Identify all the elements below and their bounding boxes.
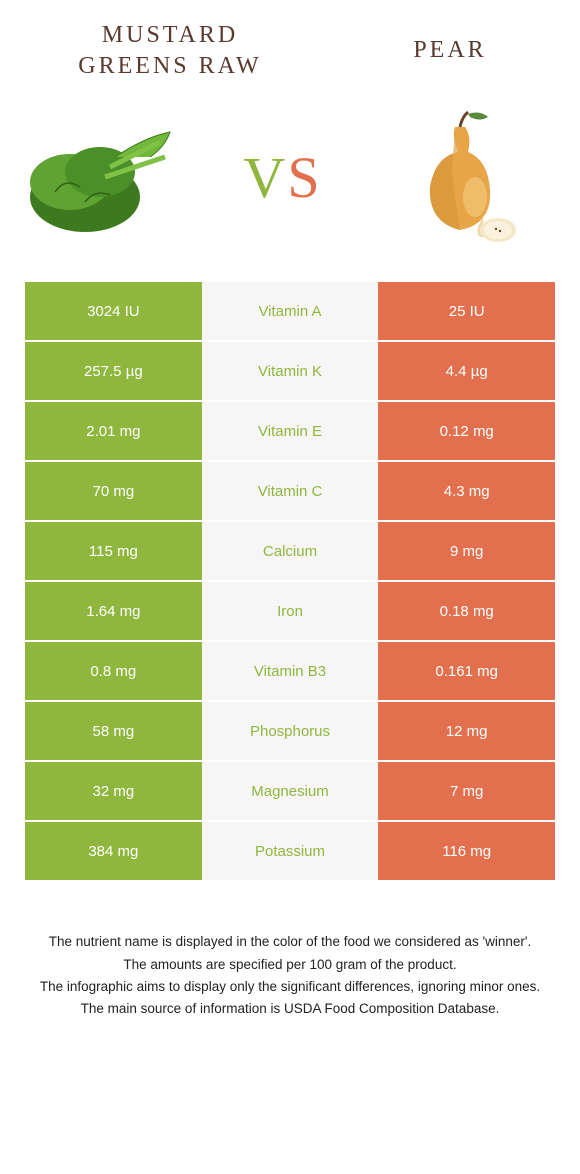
table-row: 1.64 mgIron0.18 mg — [25, 582, 555, 640]
nutrient-name: Vitamin E — [202, 402, 379, 460]
images-row: VS — [0, 92, 580, 282]
nutrient-name: Calcium — [202, 522, 379, 580]
mustard-greens-icon — [15, 102, 195, 252]
right-value: 0.12 mg — [378, 402, 555, 460]
table-row: 115 mgCalcium9 mg — [25, 522, 555, 580]
nutrient-name: Vitamin K — [202, 342, 379, 400]
table-row: 0.8 mgVitamin B30.161 mg — [25, 642, 555, 700]
nutrient-name: Magnesium — [202, 762, 379, 820]
pear-icon — [370, 102, 550, 252]
table-row: 257.5 µgVitamin K4.4 µg — [25, 342, 555, 400]
left-value: 1.64 mg — [25, 582, 202, 640]
nutrient-name: Phosphorus — [202, 702, 379, 760]
header-row: Mustard Greens Raw Pear — [0, 0, 580, 92]
right-value: 0.161 mg — [378, 642, 555, 700]
right-value: 25 IU — [378, 282, 555, 340]
table-row: 58 mgPhosphorus12 mg — [25, 702, 555, 760]
nutrient-name: Vitamin A — [202, 282, 379, 340]
vs-s: S — [287, 145, 321, 210]
footer-line: The infographic aims to display only the… — [35, 977, 545, 997]
right-value: 0.18 mg — [378, 582, 555, 640]
right-value: 4.3 mg — [378, 462, 555, 520]
vs-label: VS — [243, 144, 321, 211]
left-value: 384 mg — [25, 822, 202, 880]
vs-v: V — [243, 145, 287, 210]
left-value: 115 mg — [25, 522, 202, 580]
footer-line: The main source of information is USDA F… — [35, 999, 545, 1019]
left-value: 2.01 mg — [25, 402, 202, 460]
left-value: 0.8 mg — [25, 642, 202, 700]
table-row: 70 mgVitamin C4.3 mg — [25, 462, 555, 520]
nutrient-name: Vitamin B3 — [202, 642, 379, 700]
left-value: 257.5 µg — [25, 342, 202, 400]
left-value: 70 mg — [25, 462, 202, 520]
footer-line: The nutrient name is displayed in the co… — [35, 932, 545, 952]
right-value: 7 mg — [378, 762, 555, 820]
right-value: 4.4 µg — [378, 342, 555, 400]
food-title-right: Pear — [380, 20, 520, 82]
table-row: 32 mgMagnesium7 mg — [25, 762, 555, 820]
nutrient-name: Potassium — [202, 822, 379, 880]
table-row: 3024 IUVitamin A25 IU — [25, 282, 555, 340]
nutrient-name: Iron — [202, 582, 379, 640]
nutrient-table: 3024 IUVitamin A25 IU257.5 µgVitamin K4.… — [25, 282, 555, 880]
right-value: 9 mg — [378, 522, 555, 580]
right-value: 116 mg — [378, 822, 555, 880]
table-row: 384 mgPotassium116 mg — [25, 822, 555, 880]
food-title-left: Mustard Greens Raw — [60, 20, 280, 82]
left-value: 32 mg — [25, 762, 202, 820]
nutrient-name: Vitamin C — [202, 462, 379, 520]
right-value: 12 mg — [378, 702, 555, 760]
footer-notes: The nutrient name is displayed in the co… — [0, 882, 580, 1019]
left-value: 3024 IU — [25, 282, 202, 340]
footer-line: The amounts are specified per 100 gram o… — [35, 955, 545, 975]
left-value: 58 mg — [25, 702, 202, 760]
table-row: 2.01 mgVitamin E0.12 mg — [25, 402, 555, 460]
